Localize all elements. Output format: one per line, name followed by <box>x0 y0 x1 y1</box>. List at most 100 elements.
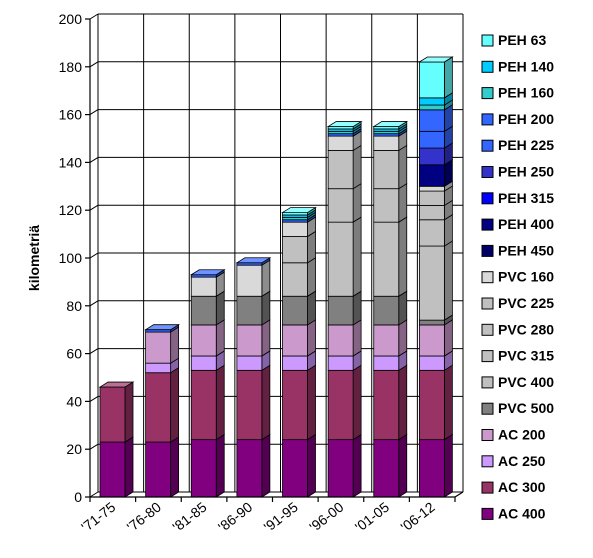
bar-segment-side <box>307 257 316 297</box>
axes <box>85 18 464 502</box>
legend-swatch <box>481 350 494 363</box>
legend-label: PEH 225 <box>498 137 554 153</box>
bar-segment <box>418 185 445 192</box>
legend-swatch <box>481 113 494 126</box>
bar-segment <box>282 262 308 297</box>
bar-segment-side <box>352 182 362 223</box>
bar-segment <box>236 264 263 297</box>
bar-segment-side <box>124 436 134 498</box>
bar-segment-side <box>261 433 271 498</box>
bar-segment <box>327 369 354 441</box>
x-tick-label: '01-05 <box>352 499 392 535</box>
legend-item: PVC 280 <box>481 321 554 337</box>
gridline-side <box>89 348 99 355</box>
bar-segment <box>236 295 263 326</box>
bar-segment-side <box>443 240 453 321</box>
gridline-side <box>89 204 99 211</box>
x-tick-label: '76-80 <box>124 499 164 535</box>
legend: PEH 63 PEH 140 PEH 160 PEH 200 PEH 225 PEH 25… <box>481 32 554 521</box>
y-tick-label: 140 <box>59 154 83 170</box>
bar-segment <box>373 150 400 190</box>
legend-item: PVC 160 <box>481 269 554 285</box>
bar-segment <box>418 130 445 149</box>
bar-segment-side <box>398 364 408 441</box>
x-tick-label: '71-75 <box>78 499 118 535</box>
bar-segment <box>327 135 354 151</box>
legend-label: PVC 400 <box>498 374 554 390</box>
bar-groups <box>98 56 454 498</box>
bar-segment-side <box>352 216 362 297</box>
bar-group <box>144 323 181 498</box>
gridline-side <box>89 252 99 259</box>
bar-segment-side <box>261 290 271 326</box>
bar-segment <box>282 355 308 371</box>
bar-segment <box>190 369 217 441</box>
bar-segment-side <box>398 319 408 357</box>
bar-segment <box>282 439 308 498</box>
legend-item: PVC 500 <box>481 400 554 416</box>
y-tick-label: 60 <box>66 346 82 362</box>
bar-segment <box>145 331 172 364</box>
bar-segment <box>327 188 354 223</box>
bar-segment <box>236 369 263 441</box>
legend-item: AC 250 <box>481 453 546 469</box>
legend-swatch <box>481 323 494 336</box>
gridline-side <box>89 443 99 450</box>
bar-segment <box>418 147 445 166</box>
bar-segment <box>236 324 263 357</box>
bar-top <box>326 121 363 127</box>
legend-item: AC 300 <box>481 479 546 495</box>
legend-swatch <box>481 34 494 47</box>
legend-label: PVC 225 <box>498 295 554 311</box>
y-tick-label: 0 <box>74 489 82 505</box>
bar-segment-side <box>215 290 225 326</box>
legend-label: AC 200 <box>498 427 546 443</box>
bar-segment-side <box>352 144 362 190</box>
bar-segment <box>190 324 217 357</box>
bar-segment-side <box>307 364 316 441</box>
legend-swatch <box>481 218 494 231</box>
bar-segment-side <box>170 366 180 443</box>
bar-segment <box>190 439 217 498</box>
bar-group <box>235 257 272 498</box>
legend-item: PEH 450 <box>481 242 554 258</box>
legend-swatch <box>481 429 494 441</box>
bar-segment-side <box>398 144 408 190</box>
bar-segment-side <box>307 290 316 326</box>
bar-segment-side <box>443 319 453 357</box>
bar-segment <box>418 319 445 326</box>
bar-segment <box>418 369 445 441</box>
x-tick-label: '91-95 <box>261 499 301 535</box>
bar-segment-side <box>352 433 362 498</box>
y-tick-label: 200 <box>59 11 83 27</box>
bar-segment-side <box>215 319 225 357</box>
legend-label: PVC 160 <box>498 269 554 285</box>
bar-segment <box>418 439 445 498</box>
bar-segment <box>145 372 172 443</box>
bar-top <box>189 269 226 276</box>
bar-segment <box>418 355 445 371</box>
legend-label: PVC 280 <box>498 321 554 337</box>
bar-segment <box>418 61 445 99</box>
gridline-side <box>89 13 99 20</box>
y-tick-label: 40 <box>66 393 82 409</box>
bar-segment <box>282 369 308 441</box>
bar-top <box>98 381 135 388</box>
bar-segment <box>327 355 354 371</box>
bar-segment <box>418 190 445 206</box>
bar-group <box>281 206 317 498</box>
gridline-side <box>89 109 99 116</box>
y-axis-title: kilometriä <box>26 225 42 291</box>
legend-label: PEH 200 <box>498 111 554 127</box>
gridline-side <box>89 300 99 307</box>
bar-segment <box>418 324 445 357</box>
bar-segment-side <box>215 364 225 441</box>
bar-segment-side <box>398 182 408 223</box>
legend-item: PEH 315 <box>481 190 554 206</box>
bar-segment-side <box>352 319 362 357</box>
bar-segment-side <box>352 290 362 326</box>
bar-segment <box>145 362 172 374</box>
bar-segment <box>373 355 400 371</box>
x-tick-label: '86-90 <box>215 499 255 535</box>
